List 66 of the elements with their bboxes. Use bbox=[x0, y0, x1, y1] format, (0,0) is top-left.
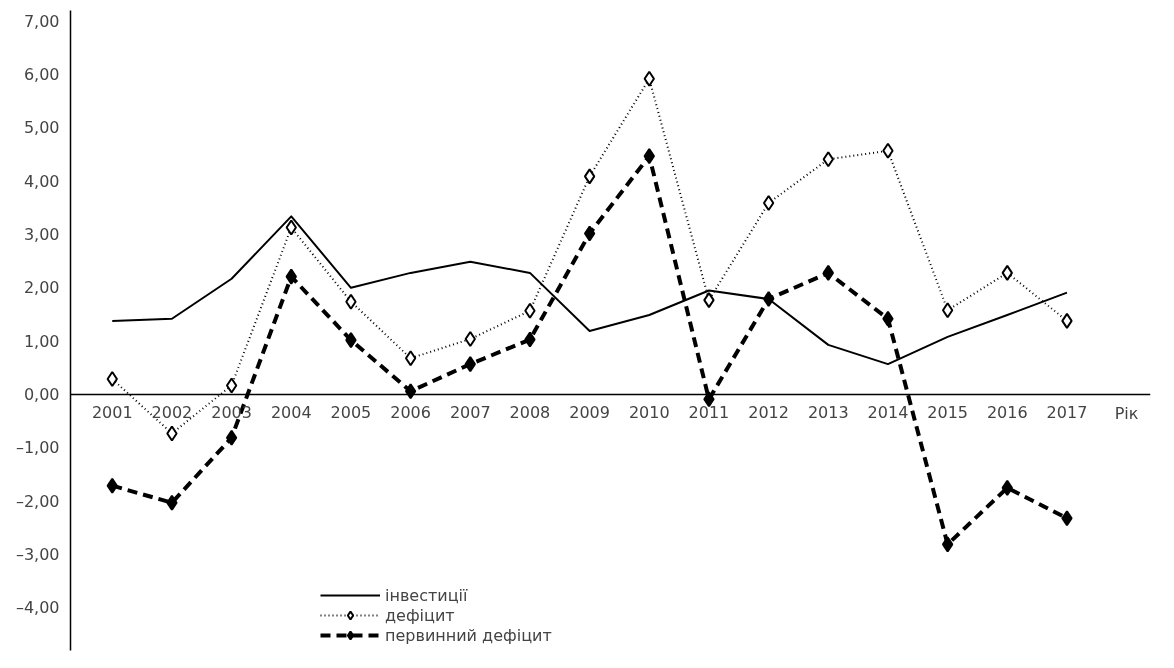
point bbox=[524, 302, 536, 319]
y-tick-label: 4,00 bbox=[23, 171, 60, 191]
point bbox=[345, 332, 357, 349]
x-tick-label: 2017 bbox=[1046, 402, 1088, 422]
point bbox=[524, 331, 536, 348]
y-tick-label: –2,00 bbox=[15, 491, 60, 511]
x-tick-label: 2004 bbox=[270, 402, 312, 422]
x-tick-label: 2013 bbox=[807, 402, 849, 422]
legend-label: дефіцит bbox=[385, 605, 455, 625]
x-tick-label: 2011 bbox=[688, 402, 730, 422]
point bbox=[941, 536, 954, 553]
x-tick-label: 2006 bbox=[390, 402, 431, 422]
point bbox=[166, 494, 178, 511]
point bbox=[1061, 312, 1073, 329]
x-tick-label: 2005 bbox=[330, 402, 372, 422]
point bbox=[882, 310, 894, 327]
point bbox=[762, 291, 775, 308]
x-tick-label: 2009 bbox=[569, 402, 610, 422]
point bbox=[404, 383, 417, 400]
y-tick-label: –1,00 bbox=[15, 438, 60, 458]
x-tick-label: 2010 bbox=[628, 402, 670, 422]
point bbox=[762, 195, 775, 212]
point bbox=[583, 168, 596, 185]
point bbox=[285, 268, 297, 285]
point bbox=[822, 264, 834, 281]
x-tick-label: 2008 bbox=[509, 402, 551, 422]
point bbox=[345, 293, 357, 310]
y-tick-label: 6,00 bbox=[23, 65, 60, 84]
x-tick-label: 2003 bbox=[211, 402, 252, 422]
x-tick-label: 2007 bbox=[449, 402, 491, 422]
point bbox=[1061, 510, 1073, 527]
point bbox=[822, 151, 834, 168]
y-tick-label: –3,00 bbox=[15, 545, 60, 564]
point bbox=[643, 70, 655, 87]
point bbox=[643, 148, 655, 165]
x-tick-label: 2001 bbox=[91, 402, 133, 422]
legend-label: інвестиції bbox=[385, 585, 468, 605]
y-tick-label: 3,00 bbox=[23, 225, 60, 244]
x-tick-label: 2015 bbox=[927, 402, 968, 422]
point bbox=[583, 225, 596, 242]
point bbox=[106, 477, 118, 494]
point bbox=[404, 350, 417, 367]
point bbox=[1001, 479, 1013, 496]
point bbox=[225, 429, 238, 446]
x-tick-label: 2012 bbox=[748, 402, 789, 422]
y-tick-label: 5,00 bbox=[23, 118, 60, 138]
x-tick-label: 2002 bbox=[151, 402, 193, 422]
x-axis-title: Рік bbox=[1114, 403, 1139, 423]
y-tick-label: 0,00 bbox=[23, 385, 60, 404]
y-tick-label: –4,00 bbox=[15, 598, 60, 618]
y-tick-label: 2,00 bbox=[23, 278, 60, 298]
x-tick-label: 2014 bbox=[867, 402, 909, 422]
x-tick-label: 2016 bbox=[986, 402, 1028, 422]
point bbox=[166, 425, 178, 442]
point bbox=[225, 377, 238, 394]
legend-label: первинний дефіцит bbox=[385, 625, 552, 645]
point bbox=[106, 371, 118, 388]
y-tick-label: 1,00 bbox=[23, 331, 60, 351]
point bbox=[1001, 264, 1013, 281]
point bbox=[882, 142, 894, 159]
point bbox=[285, 219, 297, 236]
point bbox=[464, 356, 476, 373]
point bbox=[941, 302, 954, 319]
point bbox=[464, 331, 476, 348]
y-tick-label: 7,00 bbox=[23, 11, 60, 31]
point bbox=[703, 292, 715, 309]
